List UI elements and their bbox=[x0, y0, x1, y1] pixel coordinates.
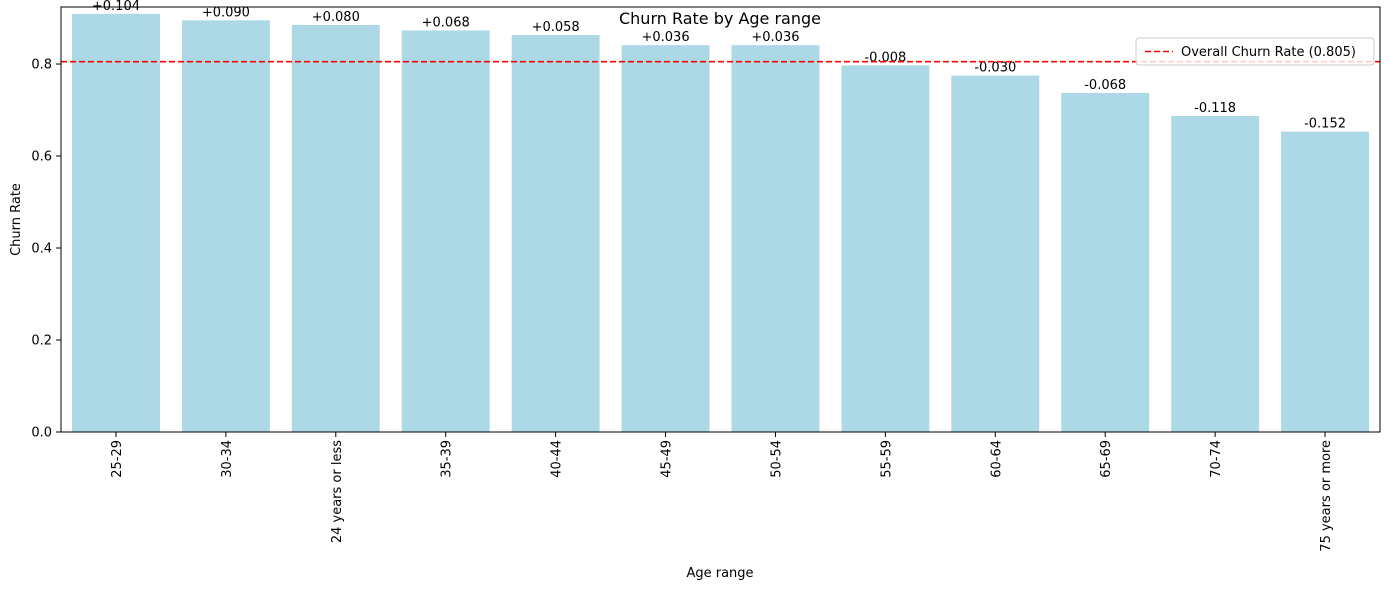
legend-box bbox=[1135, 37, 1375, 66]
bar bbox=[731, 45, 820, 433]
x-tick-label: 40-44 bbox=[550, 440, 565, 478]
legend-label: Overall Churn Rate (0.805) bbox=[1181, 45, 1356, 60]
legend: Overall Churn Rate (0.805) bbox=[1135, 37, 1375, 66]
x-tick-label: 45-49 bbox=[660, 440, 675, 478]
bar-value-label: +0.080 bbox=[312, 10, 360, 25]
x-axis-label: Age range bbox=[686, 566, 753, 581]
y-tick-label: 0.0 bbox=[31, 426, 52, 441]
bar-value-label: +0.090 bbox=[202, 5, 250, 20]
bar bbox=[1171, 116, 1260, 433]
bar bbox=[71, 13, 160, 432]
y-tick-label: 0.8 bbox=[31, 58, 52, 73]
x-tick-label: 50-54 bbox=[769, 440, 784, 478]
bar-value-label: -0.068 bbox=[1084, 78, 1126, 93]
y-tick-label: 0.2 bbox=[31, 334, 52, 349]
y-axis: 0.0 0.2 0.4 0.6 0.8 bbox=[31, 58, 61, 441]
x-tick-label: 30-34 bbox=[220, 440, 235, 478]
x-axis: 25-29 30-34 24 years or less 35-39 40-44 45-4… bbox=[110, 432, 1334, 552]
bar-value-label: -0.008 bbox=[864, 50, 906, 65]
bar bbox=[841, 65, 930, 433]
x-tick-label: 24 years or less bbox=[330, 440, 345, 543]
bar bbox=[1061, 93, 1150, 432]
x-tick-label: 70-74 bbox=[1209, 440, 1224, 478]
bar bbox=[291, 24, 380, 432]
y-axis-label: Churn Rate bbox=[9, 183, 24, 256]
x-tick-label: 65-69 bbox=[1099, 440, 1114, 478]
y-tick-label: 0.4 bbox=[31, 242, 52, 257]
bar bbox=[401, 30, 490, 432]
bar bbox=[621, 45, 710, 433]
x-tick-label: 55-59 bbox=[879, 440, 894, 478]
bar-value-label: +0.058 bbox=[532, 20, 580, 35]
y-tick-label: 0.6 bbox=[31, 150, 52, 165]
bar bbox=[181, 20, 270, 432]
bar-value-label: +0.036 bbox=[641, 30, 689, 45]
x-tick-label: 60-64 bbox=[989, 440, 1004, 478]
x-tick-label: 35-39 bbox=[440, 440, 455, 478]
bars-layer bbox=[71, 13, 1370, 433]
plot-frame bbox=[60, 6, 1381, 433]
bar bbox=[511, 35, 600, 432]
bar bbox=[1281, 131, 1370, 433]
chart-title: Churn Rate by Age range bbox=[619, 9, 821, 28]
bar-value-label: +0.036 bbox=[751, 30, 799, 45]
bar-value-label: -0.152 bbox=[1304, 117, 1346, 132]
x-tick-label: 75 years or more bbox=[1319, 440, 1334, 552]
bar-value-label: -0.118 bbox=[1194, 101, 1236, 116]
x-tick-label: 25-29 bbox=[110, 440, 125, 478]
bar-value-label: +0.068 bbox=[422, 15, 470, 30]
bar bbox=[951, 75, 1040, 433]
bar-value-label: -0.030 bbox=[974, 61, 1016, 76]
